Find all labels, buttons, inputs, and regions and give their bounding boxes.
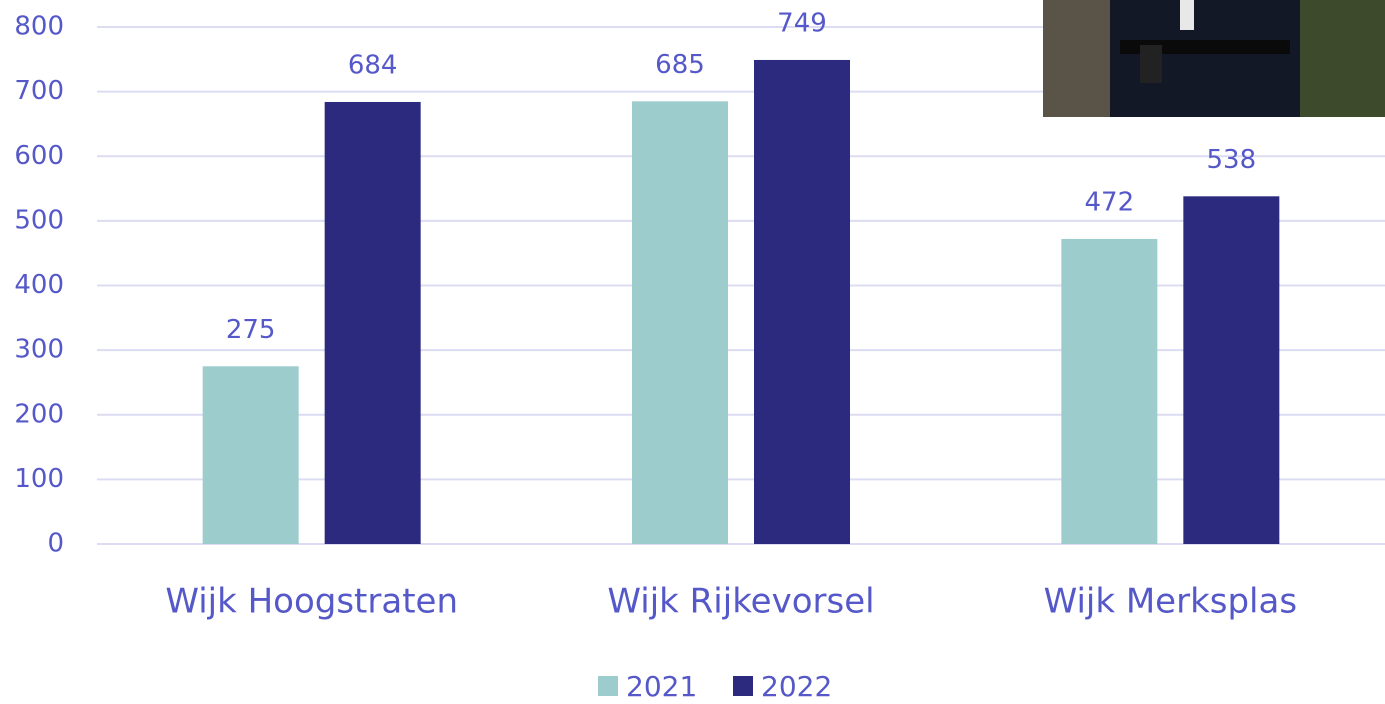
value-label: 472	[1085, 187, 1135, 217]
bar	[632, 101, 728, 544]
y-tick-label: 600	[14, 141, 64, 171]
photo	[1043, 0, 1385, 117]
y-tick-label: 100	[14, 464, 64, 494]
y-tick-label: 300	[14, 335, 64, 365]
bar	[202, 366, 299, 544]
bar	[1061, 238, 1158, 544]
legend-label: 2021	[626, 670, 697, 703]
legend-swatch	[733, 676, 753, 696]
bar	[324, 101, 421, 544]
y-tick-label: 400	[14, 270, 64, 300]
y-tick-label: 200	[14, 399, 64, 429]
x-tick-label: Wijk Merksplas	[1044, 582, 1297, 622]
value-label: 684	[348, 50, 398, 80]
value-label: 749	[777, 8, 827, 38]
y-tick-label: 0	[47, 529, 64, 559]
legend-swatch	[598, 676, 618, 696]
value-label: 538	[1207, 145, 1257, 175]
y-tick-label: 700	[14, 76, 64, 106]
value-label: 275	[226, 315, 276, 345]
value-label: 685	[655, 50, 705, 80]
bar	[754, 59, 850, 545]
x-tick-label: Wijk Hoogstraten	[165, 582, 458, 622]
bar	[1183, 196, 1280, 544]
legend-label: 2022	[761, 670, 832, 703]
x-tick-label: Wijk Rijkevorsel	[607, 582, 874, 622]
y-tick-label: 800	[14, 12, 64, 42]
y-tick-label: 500	[14, 205, 64, 235]
